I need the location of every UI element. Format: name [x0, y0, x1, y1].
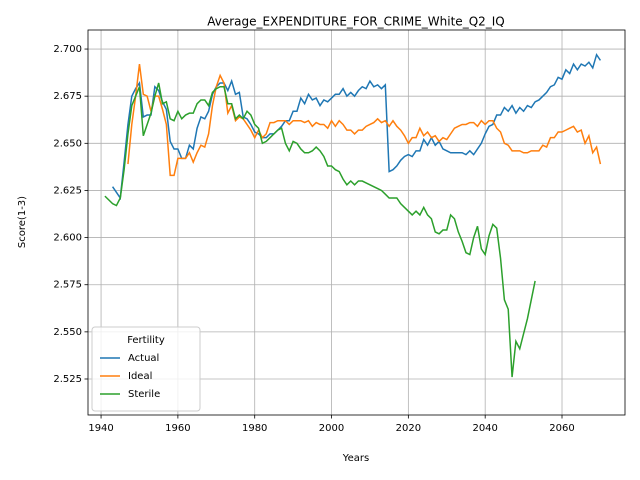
y-tick-label: 2.700: [53, 44, 82, 55]
y-tick-label: 2.525: [53, 374, 82, 385]
x-tick-label: 2040: [472, 423, 497, 434]
plot-frame: [87, 29, 626, 416]
y-tick-label: 2.625: [53, 185, 82, 196]
x-tick-label: 1940: [88, 423, 113, 434]
legend: Fertility Actual Ideal Sterile: [91, 326, 201, 412]
legend-label: Sterile: [128, 389, 160, 400]
y-tick-label: 2.550: [53, 327, 82, 338]
y-tick-label: 2.650: [53, 138, 82, 149]
chart-title: Average_EXPENDITURE_FOR_CRIME_White_Q2_I…: [207, 15, 505, 29]
line-series: [127, 64, 602, 177]
x-tick-label: 2060: [549, 423, 574, 434]
y-tick-label: 2.575: [53, 280, 82, 291]
x-tick-label: 1960: [165, 423, 190, 434]
y-tick-label: 2.675: [53, 91, 82, 102]
y-axis-label: Score(1-3): [17, 196, 28, 248]
legend-box: [91, 326, 201, 412]
legend-label: Ideal: [128, 371, 152, 382]
y-tick-label: 2.600: [53, 233, 82, 244]
x-tick-label: 1980: [242, 423, 267, 434]
legend-label: Actual: [128, 353, 159, 364]
legend-title: Fertility: [127, 335, 165, 346]
line-series: [111, 52, 602, 201]
x-tick-label: 2020: [396, 423, 421, 434]
x-axis-label: Years: [342, 453, 369, 464]
x-tick-label: 2000: [319, 423, 344, 434]
line-series: [104, 82, 536, 378]
